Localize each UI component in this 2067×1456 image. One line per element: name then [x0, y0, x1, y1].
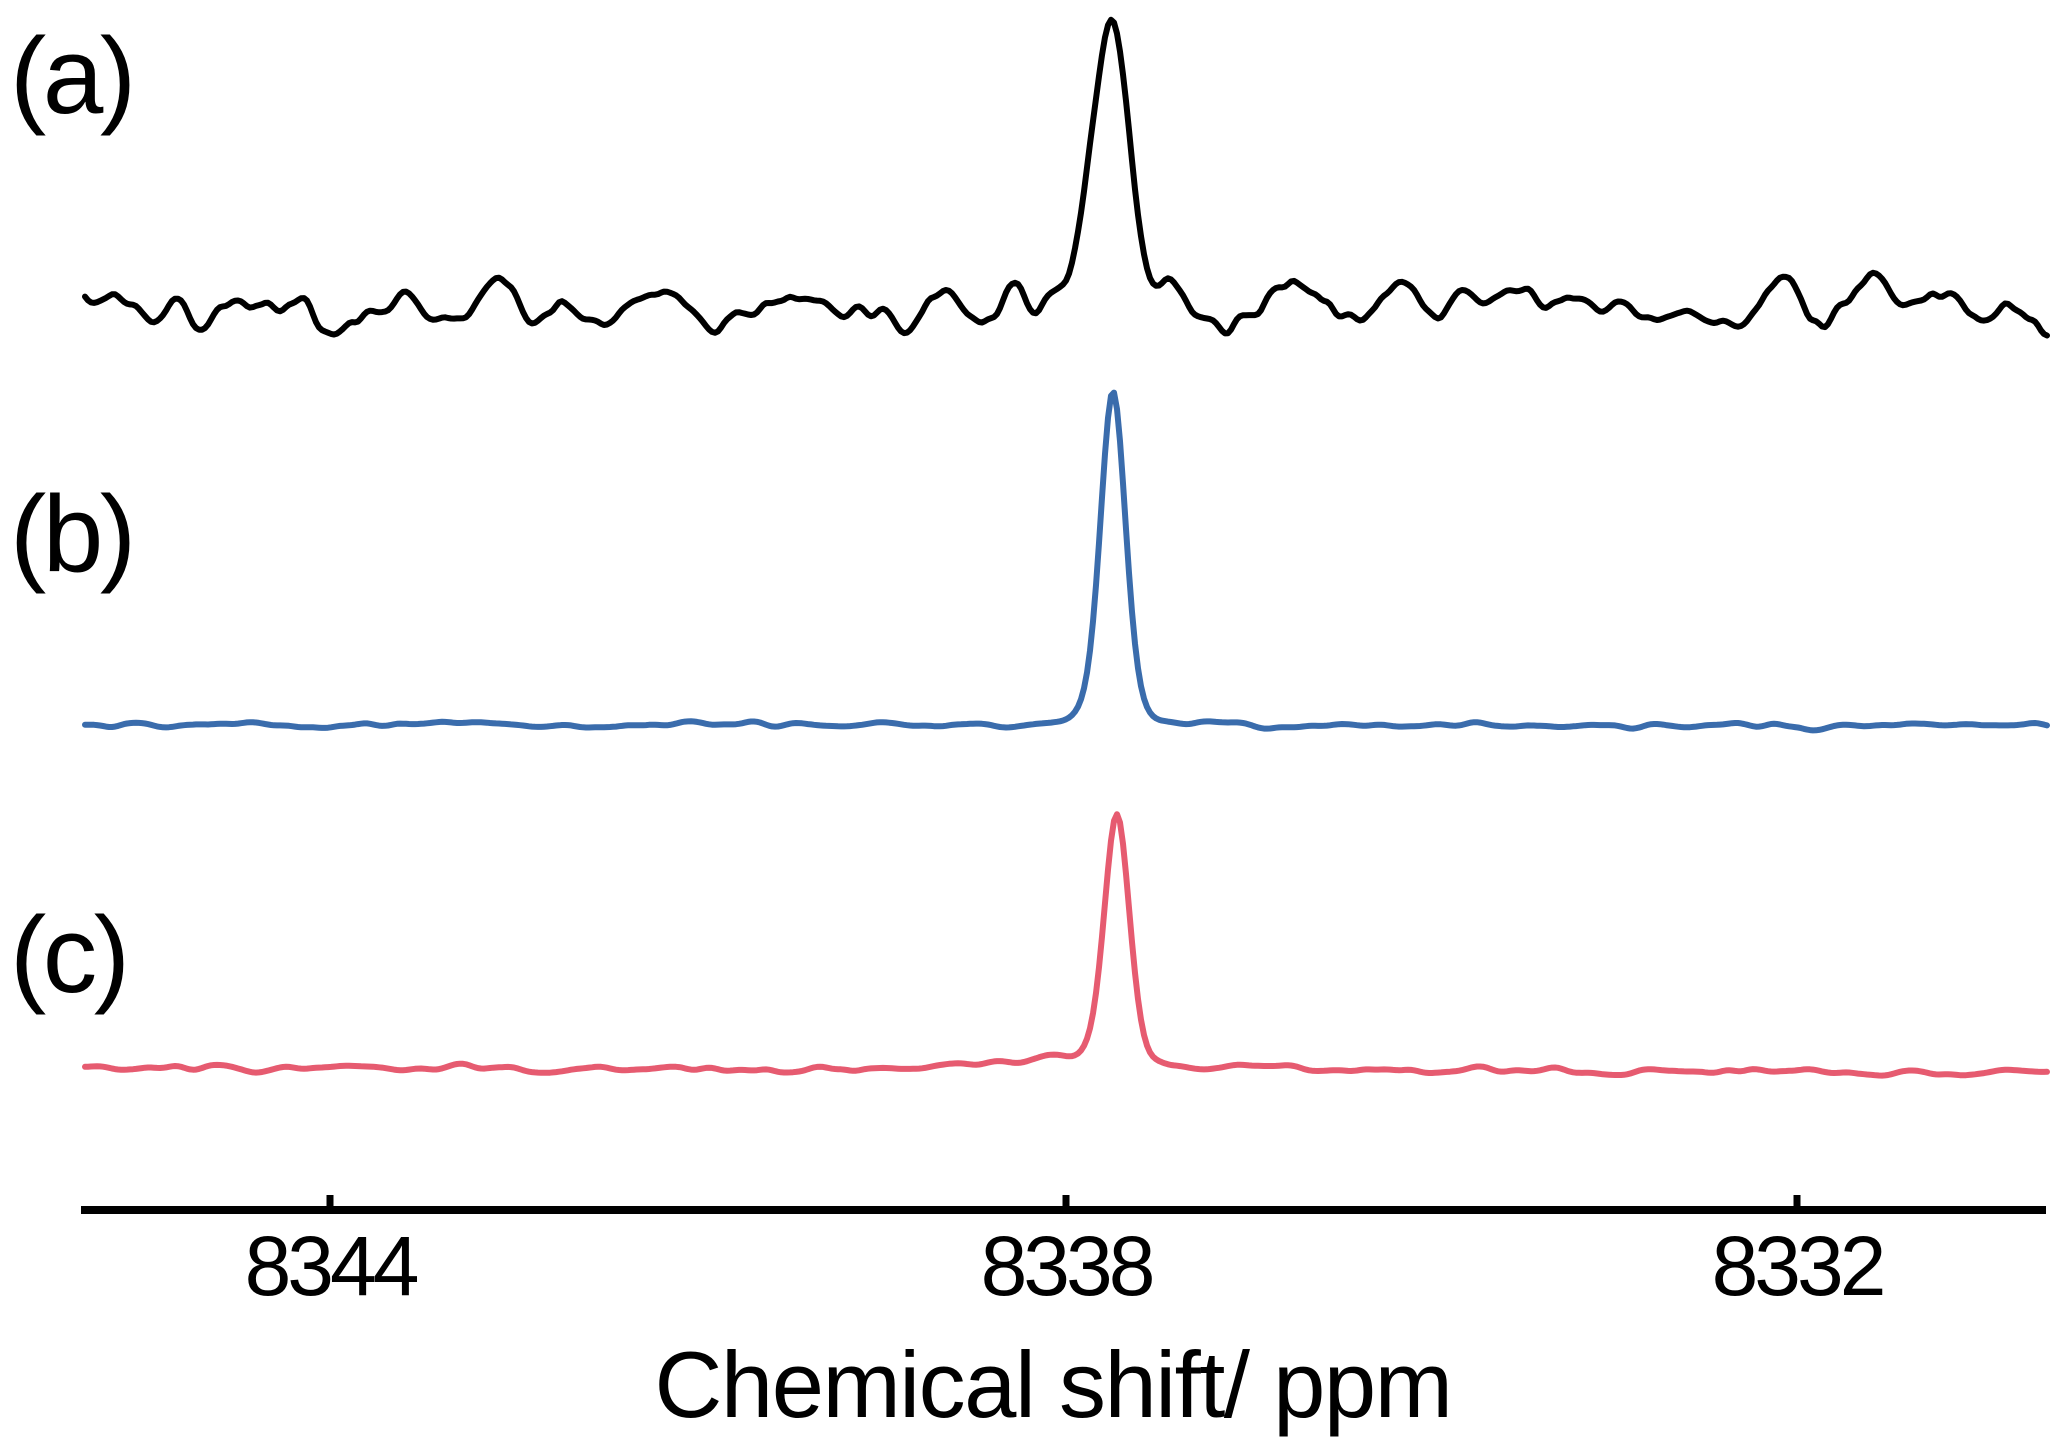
- svg-text:(a): (a): [10, 15, 133, 137]
- svg-text:8338: 8338: [981, 1219, 1153, 1313]
- svg-text:(b): (b): [10, 473, 133, 595]
- svg-text:Chemical shift/ ppm: Chemical shift/ ppm: [655, 1332, 1452, 1437]
- svg-text:8332: 8332: [1712, 1219, 1883, 1313]
- svg-text:8344: 8344: [245, 1219, 418, 1313]
- svg-text:(c): (c): [10, 894, 127, 1016]
